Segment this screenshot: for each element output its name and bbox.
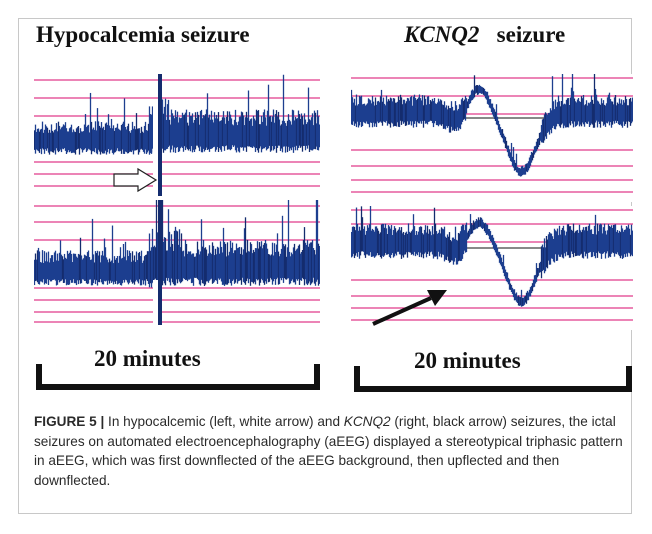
gene-name: KCNQ2 <box>404 22 480 47</box>
aeeg-panel-left-top <box>34 74 320 196</box>
time-scale-label-left: 20 minutes <box>94 346 201 371</box>
aeeg-panel-right-top <box>351 74 633 202</box>
aeeg-panel-left-bottom <box>34 200 320 325</box>
right-title-rest: seizure <box>496 22 566 47</box>
annotation-layer <box>113 74 162 196</box>
aeeg-trace-left-bottom <box>34 200 320 325</box>
grid-lines <box>351 77 633 193</box>
figure-label: FIGURE 5 | <box>34 414 105 429</box>
annotation-layer <box>372 290 447 326</box>
time-scale-label-right: 20 minutes <box>414 348 521 373</box>
aeeg-trace <box>351 74 633 177</box>
aeeg-trace <box>34 200 320 288</box>
aeeg-trace-right-top <box>351 74 633 193</box>
time-scale-bracket-left <box>36 364 320 390</box>
caption-text-1: In hypocalcemic (left, white arrow) and <box>104 414 344 429</box>
aeeg-trace-right-bottom <box>351 206 633 326</box>
time-scale-bracket-right <box>354 366 632 392</box>
figure-caption: FIGURE 5 | In hypocalcemic (left, white … <box>34 412 624 490</box>
caption-text-2: (right, black arrow) seizures, the ictal… <box>34 414 623 488</box>
aeeg-trace-left-top <box>34 74 320 196</box>
left-panel-title: Hypocalcemia seizure <box>36 22 250 47</box>
annotation-layer <box>153 200 162 325</box>
aeeg-trace <box>34 74 320 155</box>
aeeg-trace <box>351 206 633 307</box>
grid-lines <box>351 209 633 321</box>
caption-gene: KCNQ2 <box>343 414 391 429</box>
right-panel-title: KCNQ2 seizure <box>404 22 565 48</box>
aeeg-panel-right-bottom <box>351 206 633 330</box>
